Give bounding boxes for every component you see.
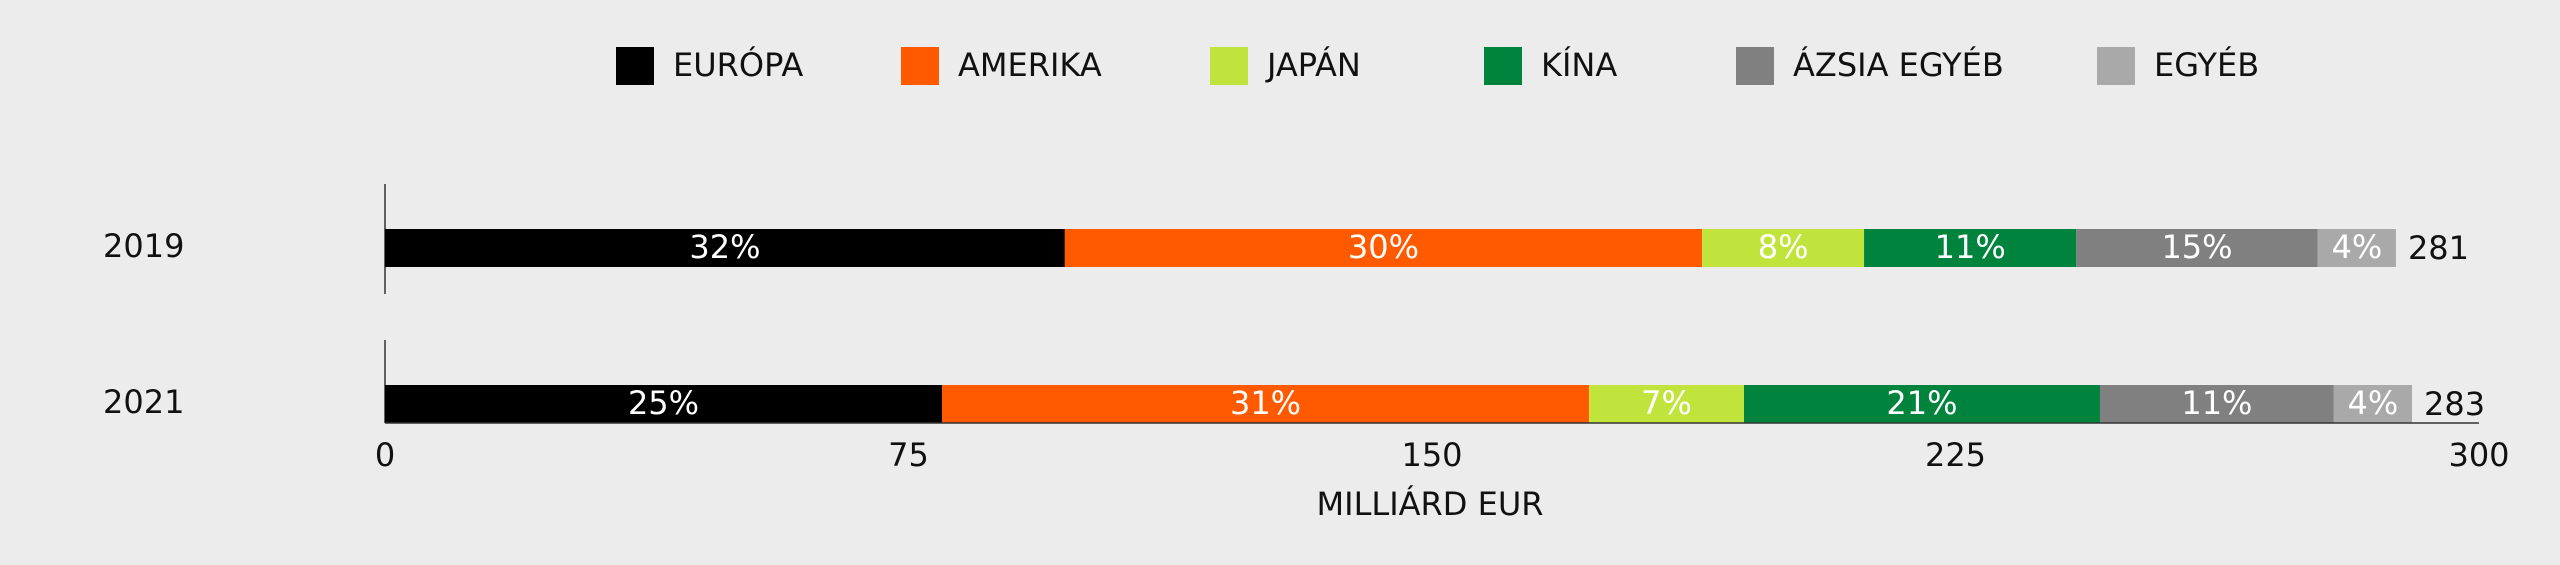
segment-label: 11%: [1935, 228, 2006, 266]
x-tick-label: 150: [1401, 436, 1462, 474]
bar-segment: [1744, 385, 2100, 423]
category-label: 2019: [103, 227, 184, 265]
bar-segment: [1589, 385, 1745, 423]
legend-label: AMERIKA: [958, 46, 1102, 84]
legend-swatch: [1484, 47, 1522, 85]
x-tick-label: 300: [2448, 436, 2509, 474]
bar-segment: [942, 385, 1590, 423]
bar-segment: [1864, 229, 2077, 267]
segment-label: 8%: [1758, 228, 1809, 266]
segment-label: 21%: [1886, 384, 1957, 422]
category-label: 2021: [103, 383, 184, 421]
bar-segment: [2317, 229, 2396, 267]
segment-label: 4%: [2348, 384, 2399, 422]
segment-label: 11%: [2181, 384, 2252, 422]
legend-swatch: [616, 47, 654, 85]
legend-swatch: [2097, 47, 2135, 85]
segment-label: 7%: [1641, 384, 1692, 422]
legend-swatch: [1736, 47, 1774, 85]
bar-segment: [385, 385, 943, 423]
legend-label: JAPÁN: [1265, 46, 1361, 84]
bar-segment: [2333, 385, 2412, 423]
legend-label: KÍNA: [1541, 46, 1617, 84]
bar-segment: [1702, 229, 1865, 267]
segment-label: 31%: [1230, 384, 1301, 422]
total-label: 281: [2408, 229, 2469, 267]
total-label: 283: [2424, 385, 2485, 423]
bar-segment: [2076, 229, 2318, 267]
legend-label: EURÓPA: [673, 45, 803, 84]
x-tick-label: 0: [375, 436, 395, 474]
x-tick-label: 75: [888, 436, 929, 474]
segment-label: 25%: [628, 384, 699, 422]
legend-swatch: [1210, 47, 1248, 85]
bar-segment: [1064, 229, 1703, 267]
legend-swatch: [901, 47, 939, 85]
bar-segment: [385, 229, 1065, 267]
x-tick-label: 225: [1925, 436, 1986, 474]
bar-segment: [2099, 385, 2334, 423]
x-axis-title: MILLIÁRD EUR: [1317, 485, 1544, 523]
legend-label: ÁZSIA EGYÉB: [1793, 46, 2004, 84]
segment-label: 30%: [1348, 228, 1419, 266]
segment-label: 32%: [689, 228, 760, 266]
segment-label: 4%: [2331, 228, 2382, 266]
segment-label: 15%: [2161, 228, 2232, 266]
legend-label: EGYÉB: [2154, 46, 2259, 84]
